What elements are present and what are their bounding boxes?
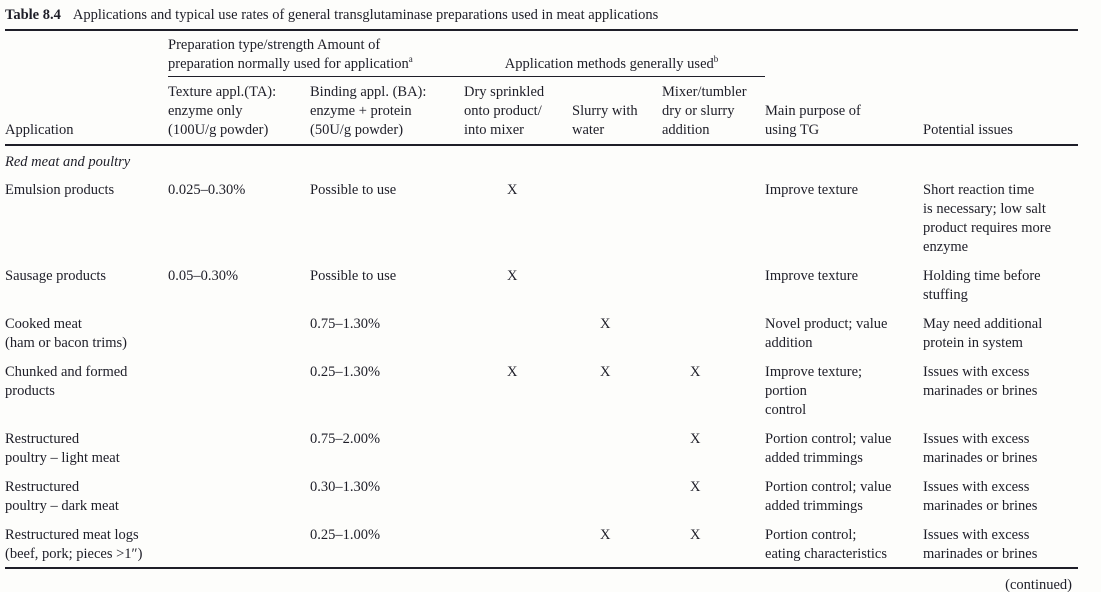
cell-dry-sprinkled: X <box>507 268 518 284</box>
cell-main-purpose: Novel product; value addition <box>765 316 888 351</box>
table-row: Restructured poultry – dark meat 0.30–1.… <box>5 478 1078 526</box>
cell-potential-issues: Issues with excess marinades or brines <box>923 526 1079 569</box>
cell-application: Cooked meat (ham or bacon trims) <box>5 316 128 351</box>
cell-main-purpose: Improve texture <box>765 268 859 284</box>
cell-texture-rate <box>168 315 310 363</box>
group-header-row: Red meat and poultry <box>5 145 1078 181</box>
cell-main-purpose: Portion control; value added trimmings <box>765 431 892 466</box>
footnote-marker-a: a <box>408 54 413 65</box>
cell-potential-issues: Short reaction time is necessary; low sa… <box>923 182 1052 255</box>
cell-mixer-tumbler: X <box>690 431 701 447</box>
table-row: Restructured meat logs (beef, pork; piec… <box>5 526 1079 569</box>
cell-dry-sprinkled <box>464 526 572 569</box>
spanner-methods: Application methods generally usedb <box>464 31 766 77</box>
cell-texture-rate: 0.025–0.30% <box>168 182 246 198</box>
spanner-empty-cell <box>765 31 1078 77</box>
cell-slurry: X <box>600 316 611 332</box>
cell-application: Restructured meat logs (beef, pork; piec… <box>5 526 168 569</box>
cell-application: Restructured poultry – dark meat <box>5 479 119 514</box>
cell-mixer-tumbler <box>662 315 765 363</box>
cell-potential-issues: Issues with excess marinades or brines <box>923 431 1038 466</box>
data-table: Preparation type/strength Amount of prep… <box>5 31 1079 569</box>
cell-potential-issues: Issues with excess marinades or brines <box>923 479 1038 514</box>
group-header-label: Red meat and poultry <box>5 154 131 170</box>
cell-binding-rate: 0.75–2.00% <box>310 431 381 447</box>
cell-dry-sprinkled: X <box>507 182 518 198</box>
cell-slurry: X <box>600 364 611 380</box>
column-header-mixer-tumbler: Mixer/tumbler dry or slurry addition <box>662 76 766 146</box>
continued-note: (continued) <box>1005 577 1072 592</box>
cell-application: Restructured poultry – light meat <box>5 431 120 466</box>
table-number: Table 8.4 <box>5 7 61 23</box>
cell-dry-sprinkled: X <box>507 364 518 380</box>
cell-potential-issues: May need additional protein in system <box>923 316 1043 351</box>
table-row: Cooked meat (ham or bacon trims) 0.75–1.… <box>5 315 1078 363</box>
cell-binding-rate: Possible to use <box>310 182 397 198</box>
cell-mixer-tumbler: X <box>690 479 701 495</box>
cell-main-purpose: Portion control; value added trimmings <box>765 479 892 514</box>
column-header-row: Application Texture appl.(TA): enzyme on… <box>5 76 1079 146</box>
spanner-preparation: Preparation type/strength Amount of prep… <box>168 31 464 77</box>
spanner-row: Preparation type/strength Amount of prep… <box>5 31 1078 77</box>
cell-main-purpose: Improve texture; portion control <box>765 364 863 418</box>
cell-application: Chunked and formed products <box>5 364 128 399</box>
cell-mixer-tumbler <box>662 181 765 267</box>
cell-binding-rate: 0.25–1.30% <box>310 364 381 380</box>
column-header-slurry: Slurry with water <box>572 76 662 146</box>
cell-slurry <box>572 478 662 526</box>
cell-binding-rate: 0.75–1.30% <box>310 316 381 332</box>
cell-slurry <box>572 430 662 478</box>
cell-texture-rate: 0.05–0.30% <box>168 268 239 284</box>
cell-texture-rate <box>168 430 310 478</box>
spanner-preparation-label: Preparation type/strength Amount of prep… <box>168 37 409 72</box>
column-header-application: Application <box>5 76 168 146</box>
cell-slurry <box>572 181 662 267</box>
cell-binding-rate: Possible to use <box>310 268 397 284</box>
cell-dry-sprinkled <box>464 430 572 478</box>
cell-dry-sprinkled <box>464 315 572 363</box>
cell-mixer-tumbler <box>662 267 765 315</box>
spanner-empty-cell <box>5 31 168 77</box>
table-block: Table 8.4 Applications and typical use ra… <box>5 6 1079 592</box>
cell-binding-rate: 0.25–1.00% <box>310 526 464 569</box>
table-title-text: Applications and typical use rates of ge… <box>72 7 659 23</box>
column-header-texture-appl: Texture appl.(TA): enzyme only (100U/g p… <box>168 76 310 146</box>
column-header-potential-issues: Potential issues <box>923 76 1079 146</box>
column-header-dry-sprinkled: Dry sprinkled onto product/ into mixer <box>464 76 572 146</box>
cell-texture-rate <box>168 526 310 569</box>
table-row: Sausage products 0.05–0.30% Possible to … <box>5 267 1078 315</box>
footnote-marker-b: b <box>713 54 719 65</box>
cell-mixer-tumbler: X <box>662 526 766 569</box>
cell-potential-issues: Issues with excess marinades or brines <box>923 364 1038 399</box>
cell-application: Sausage products <box>5 268 107 284</box>
cell-binding-rate: 0.30–1.30% <box>310 479 381 495</box>
table-caption: Table 8.4 Applications and typical use ra… <box>5 6 1078 31</box>
table-row: Chunked and formed products 0.25–1.30% X… <box>5 363 1078 430</box>
cell-texture-rate <box>168 478 310 526</box>
column-header-binding-appl: Binding appl. (BA): enzyme + protein (50… <box>310 76 464 146</box>
cell-application: Emulsion products <box>5 182 115 198</box>
table-row: Emulsion products 0.025–0.30% Possible t… <box>5 181 1078 267</box>
cell-potential-issues: Holding time before stuffing <box>923 268 1041 303</box>
cell-slurry: X <box>572 526 662 569</box>
cell-texture-rate <box>168 363 310 430</box>
cell-slurry <box>572 267 662 315</box>
table-row: Restructured poultry – light meat 0.75–2… <box>5 430 1078 478</box>
spanner-methods-label: Application methods generally used <box>504 56 714 72</box>
cell-mixer-tumbler: X <box>690 364 701 380</box>
cell-dry-sprinkled <box>464 478 572 526</box>
cell-main-purpose: Portion control; eating characteristics <box>765 526 924 569</box>
cell-main-purpose: Improve texture <box>765 182 859 198</box>
column-header-main-purpose: Main purpose of using TG <box>765 76 924 146</box>
